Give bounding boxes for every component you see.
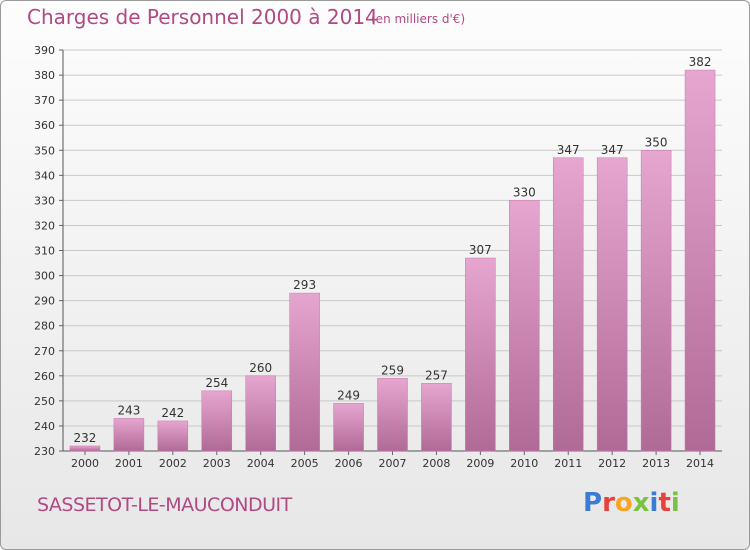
bar-2011 — [552, 157, 584, 452]
y-tick-label: 310 — [34, 245, 55, 258]
bar-2014 — [684, 69, 716, 452]
y-tick-label: 350 — [34, 144, 55, 157]
logo-letter: o — [614, 488, 633, 518]
y-tick-label: 260 — [34, 370, 55, 383]
y-tick-label: 280 — [34, 320, 55, 333]
bar-2007 — [377, 378, 408, 452]
bar-2005 — [289, 292, 320, 452]
x-tick-label: 2001 — [115, 457, 143, 470]
data-label: 347 — [557, 143, 580, 157]
x-tick-label: 2013 — [642, 457, 670, 470]
x-tick-label: 2002 — [159, 457, 187, 470]
logo-letter: P — [583, 488, 603, 518]
x-tick-label: 2010 — [510, 457, 538, 470]
chart-title: Charges de Personnel 2000 à 2014 — [27, 5, 378, 29]
x-tick-label: 2014 — [686, 457, 714, 470]
bar-2006 — [333, 403, 364, 452]
bar-2003 — [201, 390, 233, 452]
logo-letter: t — [658, 488, 671, 518]
y-tick-label: 370 — [34, 94, 55, 107]
data-label: 259 — [381, 363, 404, 377]
y-tick-label: 290 — [34, 295, 55, 308]
bar-2008 — [421, 383, 452, 452]
data-label: 330 — [513, 185, 536, 199]
y-tick-label: 250 — [34, 395, 55, 408]
logo-letter: i — [649, 488, 659, 518]
logo-letter: i — [670, 488, 680, 518]
data-labels: 232 243 242 254 260 293 249 259 257 307 330 347 347 3… — [74, 55, 712, 445]
x-tick-label: 2000 — [71, 457, 99, 470]
bar-2012 — [596, 157, 628, 452]
x-tick-label: 2003 — [203, 457, 231, 470]
y-tick-label: 330 — [34, 194, 55, 207]
data-label: 293 — [293, 278, 316, 292]
y-tick-label: 340 — [34, 169, 55, 182]
y-tick-label: 320 — [34, 219, 55, 232]
data-label: 257 — [425, 368, 448, 382]
x-tick-label: 2005 — [291, 457, 319, 470]
x-tick-label: 2009 — [466, 457, 494, 470]
y-tick-label: 380 — [34, 69, 55, 82]
x-tick-label: 2004 — [247, 457, 275, 470]
bar-2010 — [509, 200, 540, 452]
bar-2013 — [640, 150, 672, 452]
chart-subtitle: (en milliers d'€) — [371, 12, 466, 26]
x-tick-label: 2007 — [379, 457, 407, 470]
y-tick-label: 390 — [34, 44, 55, 57]
data-label: 347 — [601, 143, 624, 157]
data-label: 260 — [249, 361, 272, 375]
data-label: 232 — [74, 431, 97, 445]
data-label: 307 — [469, 243, 492, 257]
data-label: 382 — [689, 55, 712, 69]
data-label: 350 — [645, 135, 668, 149]
data-label: 243 — [117, 403, 140, 417]
proxiti-logo: Proxiti — [583, 488, 680, 518]
y-tick-label: 270 — [34, 345, 55, 358]
logo-letter: x — [632, 488, 650, 518]
bar-2009 — [465, 257, 496, 452]
logo-letter: r — [602, 488, 615, 518]
y-tick-label: 360 — [34, 119, 55, 132]
bar-2004 — [245, 375, 276, 452]
y-tick-label: 300 — [34, 270, 55, 283]
y-tick-label: 230 — [34, 445, 55, 458]
data-label: 242 — [161, 406, 184, 420]
bar-2001 — [113, 418, 145, 452]
data-label: 249 — [337, 388, 360, 402]
bar-2000 — [69, 445, 101, 452]
commune-name: SASSETOT-LE-MAUCONDUIT — [37, 494, 292, 516]
x-tick-label: 2006 — [335, 457, 363, 470]
x-tick-label: 2011 — [554, 457, 582, 470]
y-tick-label: 240 — [34, 420, 55, 433]
x-tick-label: 2008 — [422, 457, 450, 470]
x-tick-label: 2012 — [598, 457, 626, 470]
bar-2002 — [157, 420, 189, 452]
data-label: 254 — [205, 376, 228, 390]
bars — [69, 69, 716, 452]
